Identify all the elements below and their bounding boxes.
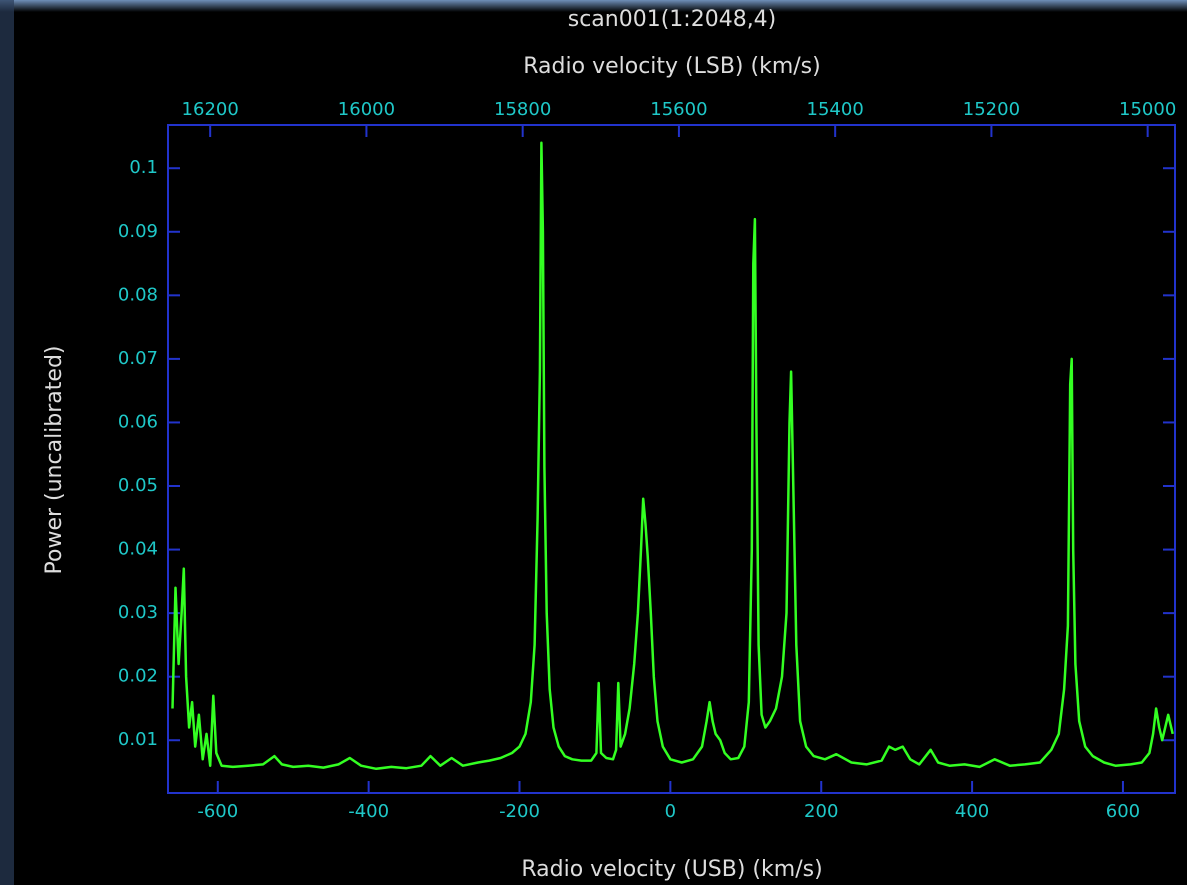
y-tick-label: 0.08 xyxy=(118,284,158,305)
spectrum-line xyxy=(171,141,1174,771)
top-tick-label: 15200 xyxy=(963,99,1020,120)
chart-title: scan001(1:2048,4) xyxy=(568,7,777,32)
window-edge xyxy=(0,0,1187,12)
x-tick-label: -200 xyxy=(499,801,540,822)
y-tick-label: 0.05 xyxy=(118,475,158,496)
x-tick-label: 600 xyxy=(1106,801,1140,822)
top-tick-label: 16000 xyxy=(338,99,395,120)
x-tick-label: 200 xyxy=(804,801,838,822)
y-tick-label: 0.07 xyxy=(118,348,158,369)
y-axis-label: Power (uncalibrated) xyxy=(42,346,67,575)
y-tick-label: 0.04 xyxy=(118,539,158,560)
top-tick-label: 15400 xyxy=(807,99,864,120)
x-tick-label: -400 xyxy=(348,801,389,822)
top-tick-label: 16200 xyxy=(182,99,239,120)
y-tick-label: 0.1 xyxy=(129,157,158,178)
x-tick-label: -600 xyxy=(197,801,238,822)
top-tick-label: 15800 xyxy=(494,99,551,120)
top-tick-label: 15600 xyxy=(650,99,707,120)
left-edge xyxy=(0,0,14,885)
y-tick-label: 0.06 xyxy=(118,411,158,432)
x-tick-label: 400 xyxy=(955,801,989,822)
x-axis-label: Radio velocity (USB) (km/s) xyxy=(521,857,822,882)
y-tick-label: 0.01 xyxy=(118,729,158,750)
top-tick-label: 15000 xyxy=(1119,99,1176,120)
y-tick-label: 0.09 xyxy=(118,221,158,242)
y-tick-label: 0.02 xyxy=(118,666,158,687)
y-tick-label: 0.03 xyxy=(118,602,158,623)
top-axis-label: Radio velocity (LSB) (km/s) xyxy=(523,54,820,79)
x-tick-label: 0 xyxy=(665,801,676,822)
plot-frame xyxy=(167,124,1176,794)
